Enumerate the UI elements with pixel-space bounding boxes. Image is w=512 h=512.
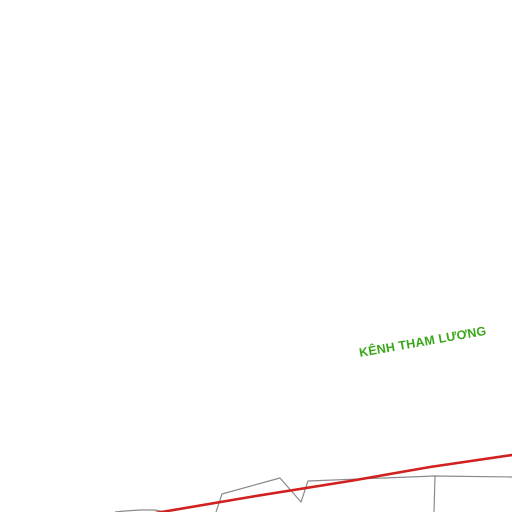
boundary-lines — [114, 475, 512, 512]
boundary-line-west — [114, 509, 166, 512]
boundary-line-vertical — [433, 475, 436, 512]
main-road[interactable] — [150, 453, 512, 512]
boundary-line-central — [215, 475, 512, 512]
